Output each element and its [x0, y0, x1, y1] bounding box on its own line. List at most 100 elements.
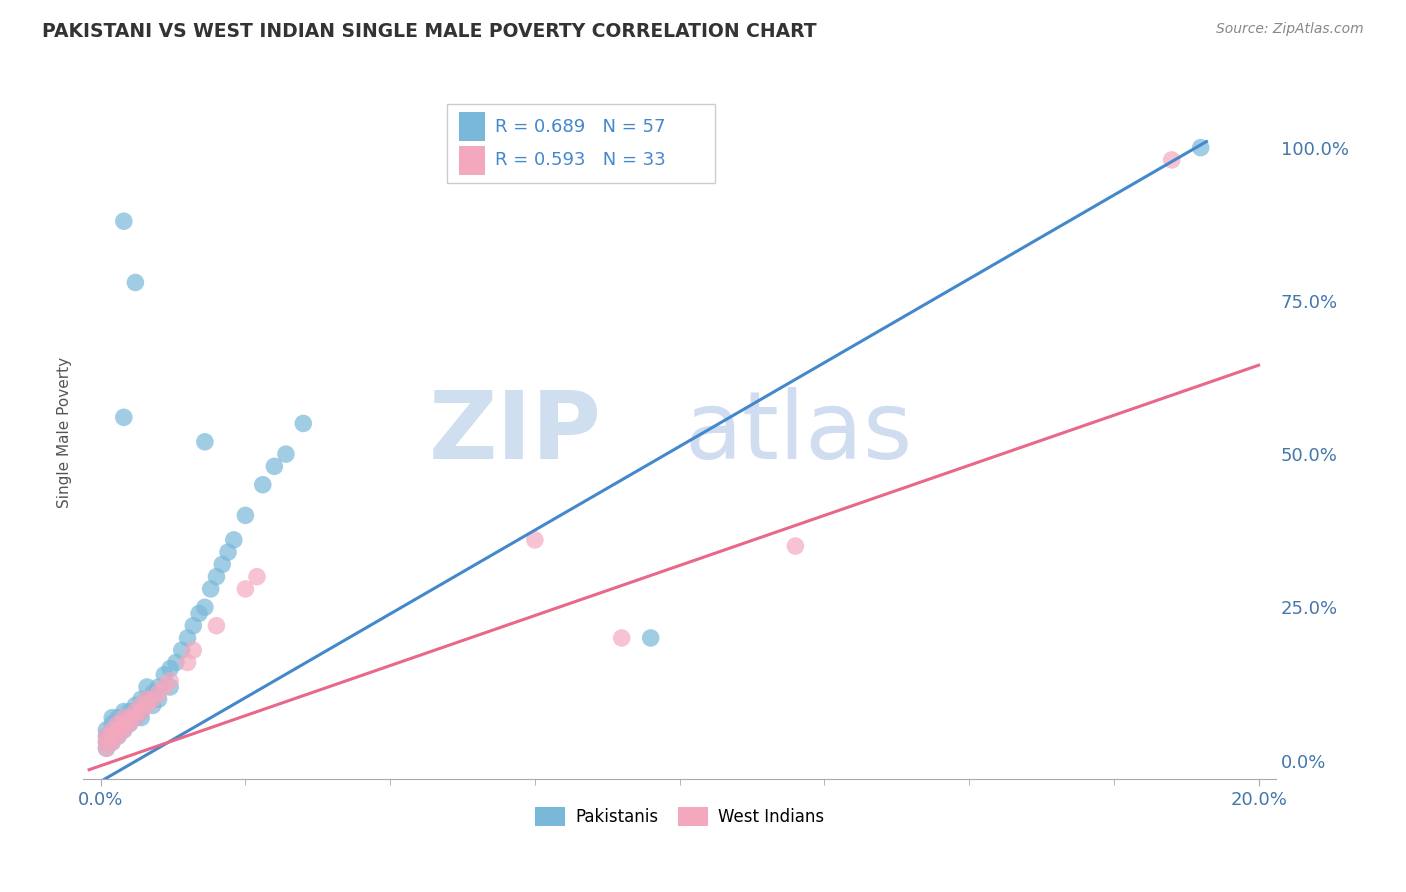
Point: [107, 711, 129, 725]
Point: [142, 692, 165, 706]
Point: [640, 631, 662, 645]
Point: [96, 723, 118, 737]
Point: [222, 533, 245, 547]
FancyBboxPatch shape: [447, 103, 716, 184]
Point: [112, 716, 135, 731]
Point: [96, 729, 118, 743]
Point: [136, 680, 159, 694]
Point: [205, 569, 228, 583]
Point: [235, 582, 257, 596]
Point: [107, 729, 129, 743]
Point: [1160, 153, 1182, 167]
Point: [96, 735, 118, 749]
Point: [96, 735, 118, 749]
Point: [194, 600, 217, 615]
Point: [112, 723, 135, 737]
Text: PAKISTANI VS WEST INDIAN SINGLE MALE POVERTY CORRELATION CHART: PAKISTANI VS WEST INDIAN SINGLE MALE POV…: [42, 22, 817, 41]
FancyBboxPatch shape: [458, 112, 485, 141]
Point: [235, 508, 257, 523]
Text: atlas: atlas: [685, 386, 912, 479]
Point: [118, 711, 141, 725]
Point: [129, 692, 152, 706]
Point: [246, 569, 269, 583]
Point: [124, 276, 146, 290]
Point: [142, 698, 165, 713]
Point: [124, 705, 146, 719]
Point: [118, 711, 141, 725]
Point: [118, 716, 141, 731]
Point: [101, 729, 124, 743]
Point: [118, 705, 141, 719]
Point: [136, 692, 159, 706]
Point: [112, 723, 135, 737]
Point: [96, 729, 118, 743]
Point: [292, 417, 315, 431]
Point: [159, 680, 181, 694]
Point: [129, 711, 152, 725]
Y-axis label: Single Male Poverty: Single Male Poverty: [58, 357, 72, 508]
Point: [107, 723, 129, 737]
Point: [112, 410, 135, 425]
Point: [181, 643, 204, 657]
Point: [112, 711, 135, 725]
Point: [274, 447, 297, 461]
Point: [101, 716, 124, 731]
Point: [153, 667, 176, 681]
Text: R = 0.689   N = 57: R = 0.689 N = 57: [495, 118, 665, 136]
Point: [101, 723, 124, 737]
Legend: Pakistanis, West Indians: Pakistanis, West Indians: [529, 800, 831, 833]
Point: [142, 686, 165, 700]
Point: [217, 545, 239, 559]
Point: [101, 711, 124, 725]
Point: [148, 686, 170, 700]
Text: R = 0.593   N = 33: R = 0.593 N = 33: [495, 152, 665, 169]
FancyBboxPatch shape: [458, 146, 485, 175]
Point: [205, 618, 228, 632]
Point: [101, 723, 124, 737]
Point: [188, 607, 211, 621]
Point: [252, 477, 274, 491]
Point: [148, 680, 170, 694]
Point: [159, 662, 181, 676]
Point: [112, 711, 135, 725]
Point: [785, 539, 807, 553]
Point: [170, 643, 193, 657]
Point: [263, 459, 285, 474]
Point: [124, 705, 146, 719]
Point: [107, 716, 129, 731]
Point: [107, 729, 129, 743]
Point: [101, 735, 124, 749]
Point: [101, 735, 124, 749]
Point: [124, 711, 146, 725]
Point: [159, 673, 181, 688]
Text: Source: ZipAtlas.com: Source: ZipAtlas.com: [1216, 22, 1364, 37]
Point: [181, 618, 204, 632]
Point: [136, 698, 159, 713]
Point: [112, 214, 135, 228]
Point: [96, 741, 118, 756]
Point: [176, 656, 198, 670]
Point: [200, 582, 222, 596]
Point: [101, 729, 124, 743]
Point: [129, 705, 152, 719]
Point: [129, 705, 152, 719]
Point: [112, 716, 135, 731]
Point: [107, 716, 129, 731]
Point: [523, 533, 546, 547]
Text: ZIP: ZIP: [429, 386, 602, 479]
Point: [153, 680, 176, 694]
Point: [96, 741, 118, 756]
Point: [610, 631, 633, 645]
Point: [1189, 141, 1212, 155]
Point: [148, 692, 170, 706]
Point: [194, 434, 217, 449]
Point: [165, 656, 187, 670]
Point: [118, 716, 141, 731]
Point: [211, 558, 233, 572]
Point: [107, 723, 129, 737]
Point: [124, 711, 146, 725]
Point: [136, 692, 159, 706]
Point: [124, 698, 146, 713]
Point: [129, 698, 152, 713]
Point: [112, 705, 135, 719]
